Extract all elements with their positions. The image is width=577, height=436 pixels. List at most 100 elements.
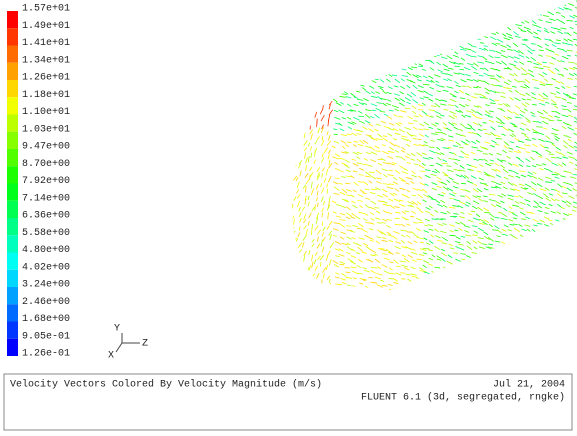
vector (484, 142, 490, 143)
vector (568, 62, 574, 63)
vector (495, 144, 499, 145)
vector (408, 67, 413, 70)
vector (524, 109, 527, 111)
vector (542, 121, 548, 124)
vector (305, 153, 306, 159)
vector (500, 277, 505, 281)
vector (419, 268, 423, 270)
vector (498, 265, 502, 266)
vector (443, 79, 448, 81)
vector (394, 14, 398, 15)
vector (483, 81, 489, 85)
vector (472, 297, 476, 298)
vector (418, 194, 423, 198)
vector (418, 66, 423, 67)
vector (569, 162, 573, 163)
vector (419, 129, 423, 130)
vector (346, 33, 351, 35)
vector (532, 21, 536, 24)
vector (436, 32, 441, 35)
vector (528, 236, 533, 239)
vector (299, 292, 300, 296)
vector (314, 87, 317, 92)
vector (371, 218, 375, 220)
vector (348, 67, 352, 69)
vector (297, 274, 299, 279)
vector (370, 249, 375, 252)
vector (536, 12, 541, 15)
vector (297, 17, 298, 21)
vector (555, 68, 559, 71)
vector (497, 39, 503, 42)
vector (510, 234, 516, 237)
vector (364, 159, 368, 161)
vector (304, 61, 307, 67)
vector (293, 14, 295, 18)
vector (365, 205, 370, 208)
vector (567, 285, 571, 286)
vector (473, 183, 477, 185)
vector (483, 154, 488, 155)
vector (563, 141, 568, 145)
vector (323, 273, 324, 278)
vector (552, 78, 556, 80)
vector (334, 110, 338, 112)
vector (375, 146, 380, 149)
vector (365, 295, 371, 296)
vector (336, 27, 340, 29)
vector (328, 33, 329, 38)
vector (366, 153, 371, 154)
vector (315, 4, 316, 10)
vector (459, 90, 464, 93)
vector (401, 138, 407, 141)
vector (500, 265, 504, 266)
vector (525, 135, 529, 138)
vector (488, 28, 492, 31)
vector (323, 63, 325, 69)
vector (464, 226, 470, 228)
vector (455, 222, 459, 224)
vector (386, 26, 391, 27)
vector (520, 86, 526, 88)
vector (531, 188, 536, 191)
vector (507, 261, 511, 265)
vector (388, 199, 393, 201)
vector (533, 219, 539, 222)
vector (490, 62, 495, 64)
vector (300, 70, 302, 74)
vector (538, 267, 544, 269)
vector (318, 23, 321, 27)
vector (561, 207, 565, 209)
vector (479, 223, 485, 224)
vector (436, 38, 442, 39)
vector (388, 156, 394, 158)
vector (422, 69, 426, 70)
vector (544, 225, 550, 227)
vector (549, 194, 553, 196)
vector (311, 134, 313, 141)
vector (412, 260, 417, 262)
vector (545, 230, 549, 231)
vector (387, 219, 392, 220)
vector (477, 62, 484, 63)
vector (340, 61, 344, 64)
vector (311, 153, 312, 158)
vector (562, 126, 566, 129)
vector (329, 110, 333, 115)
vector (376, 273, 382, 275)
vector (537, 111, 543, 114)
vector (520, 282, 527, 283)
vector (501, 110, 505, 112)
vector (384, 52, 390, 55)
colorbar-swatch (7, 339, 18, 356)
vector (435, 284, 440, 288)
vector (388, 133, 392, 136)
vector (508, 129, 514, 132)
vector (473, 32, 478, 34)
vector (364, 270, 370, 272)
axis-triad: Y Z X (108, 324, 148, 362)
vector (430, 140, 435, 141)
vector (510, 224, 514, 225)
vector (333, 212, 337, 214)
vector (298, 9, 300, 13)
